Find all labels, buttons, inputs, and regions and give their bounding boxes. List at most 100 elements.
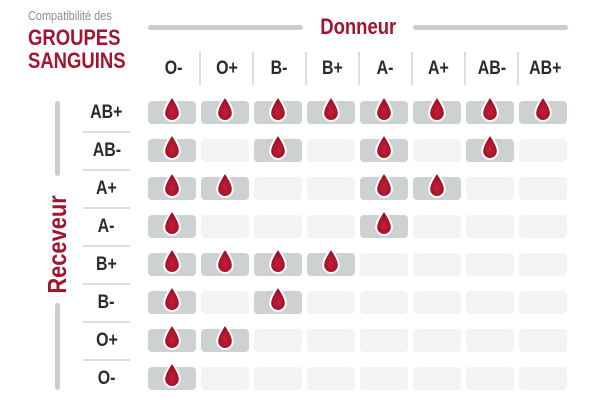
cell-b-pos-from-ab-neg [466, 253, 514, 276]
cell-a-pos-from-b-neg [254, 177, 302, 200]
cell-ab-pos-from-b-pos [307, 95, 355, 124]
blood-drop-icon [216, 171, 234, 198]
receiver-label-text: O- [97, 367, 116, 389]
cell-o-pos-from-b-pos [307, 329, 355, 352]
donor-header-ab-pos: AB+ [519, 52, 572, 85]
cell-b-pos-from-a-neg [360, 253, 408, 276]
title-prefix: Compatibilité des [28, 8, 144, 23]
blood-drop-icon [534, 95, 552, 122]
title-line-2: SANGUINS [28, 49, 144, 72]
cell-o-neg-from-o-neg [148, 361, 196, 390]
receiver-label-b-neg: B- [83, 291, 130, 323]
cell-ab-pos-from-a-neg [360, 95, 408, 124]
cell-o-neg-from-b-neg [254, 367, 302, 390]
receiver-label-text: AB+ [90, 101, 123, 123]
blood-drop-icon [322, 95, 340, 122]
blood-drop-icon [428, 171, 446, 198]
blood-drop-icon [216, 95, 234, 122]
cell-o-pos-from-ab-neg [466, 329, 514, 352]
blood-drop-icon [163, 361, 181, 388]
cell-ab-pos-from-b-neg [254, 95, 302, 124]
receiver-axis-line-bottom [55, 303, 60, 390]
blood-drop-icon [269, 133, 287, 160]
cell-ab-pos-from-a-pos [413, 95, 461, 124]
blood-drop-icon [269, 247, 287, 274]
donor-header-label: A- [377, 57, 394, 79]
cell-b-pos-from-o-pos [201, 247, 249, 276]
donor-header-b-pos: B+ [307, 52, 360, 85]
receiver-axis-line-top [55, 101, 60, 176]
cell-o-pos-from-b-neg [254, 329, 302, 352]
donor-header-label: B- [271, 57, 288, 79]
donor-header-label: AB- [477, 57, 506, 79]
donor-header-row: O- O+ B- B+ A- A+ AB- AB+ [148, 52, 572, 85]
blood-drop-icon [375, 133, 393, 160]
cell-a-neg-from-b-pos [307, 215, 355, 238]
receiver-label-text: A- [98, 215, 115, 237]
cell-a-neg-from-a-neg [360, 209, 408, 238]
donor-header-label: O- [164, 57, 183, 79]
cell-o-pos-from-a-neg [360, 329, 408, 352]
cell-b-pos-from-a-pos [413, 253, 461, 276]
cell-a-neg-from-ab-pos [519, 215, 567, 238]
cell-a-pos-from-o-pos [201, 171, 249, 200]
blood-drop-icon [216, 323, 234, 350]
cell-b-neg-from-b-pos [307, 291, 355, 314]
blood-drop-icon [163, 133, 181, 160]
donor-axis-line-right [413, 25, 568, 30]
donor-header-label: O+ [215, 57, 238, 79]
cell-a-pos-from-b-pos [307, 177, 355, 200]
blood-drop-icon [269, 95, 287, 122]
donor-header-o-neg: O- [148, 52, 201, 85]
cell-a-neg-from-a-pos [413, 215, 461, 238]
receiver-label-text: B- [98, 291, 115, 313]
cell-b-pos-from-o-neg [148, 247, 196, 276]
blood-drop-icon [163, 285, 181, 312]
cell-a-neg-from-ab-neg [466, 215, 514, 238]
title-line-1-text: GROUPES [28, 25, 121, 50]
cell-ab-neg-from-o-neg [148, 133, 196, 162]
donor-axis-title: Donneur [303, 14, 413, 40]
cell-ab-neg-from-a-pos [413, 139, 461, 162]
blood-drop-icon [163, 95, 181, 122]
cell-b-neg-from-ab-pos [519, 291, 567, 314]
cell-ab-pos-from-ab-neg [466, 95, 514, 124]
blood-drop-icon [322, 247, 340, 274]
cell-b-neg-from-o-neg [148, 285, 196, 314]
cell-ab-pos-from-o-pos [201, 95, 249, 124]
receiver-label-ab-neg: AB- [83, 139, 130, 171]
cell-o-pos-from-o-pos [201, 323, 249, 352]
cell-b-neg-from-b-neg [254, 285, 302, 314]
cell-a-neg-from-b-neg [254, 215, 302, 238]
donor-header-label: B+ [322, 57, 343, 79]
donor-header-a-neg: A- [360, 52, 413, 85]
donor-header-o-pos: O+ [201, 52, 254, 85]
cell-a-pos-from-o-neg [148, 171, 196, 200]
cell-o-pos-from-o-neg [148, 323, 196, 352]
cell-ab-neg-from-a-neg [360, 133, 408, 162]
cell-b-neg-from-a-neg [360, 291, 408, 314]
cell-ab-neg-from-ab-neg [466, 133, 514, 162]
blood-drop-icon [375, 171, 393, 198]
blood-drop-icon [481, 133, 499, 160]
cell-o-neg-from-a-neg [360, 367, 408, 390]
cell-ab-neg-from-b-pos [307, 139, 355, 162]
receiver-label-text: AB- [92, 139, 121, 161]
cell-b-pos-from-ab-pos [519, 253, 567, 276]
blood-drop-icon [163, 323, 181, 350]
cell-a-pos-from-a-neg [360, 171, 408, 200]
cell-b-pos-from-b-pos [307, 247, 355, 276]
receiver-label-column: AB+ AB- A+ A- B+ B- O+ O- [83, 101, 130, 390]
blood-drop-icon [163, 209, 181, 236]
cell-b-neg-from-a-pos [413, 291, 461, 314]
cell-o-neg-from-o-pos [201, 367, 249, 390]
blood-drop-icon [216, 247, 234, 274]
blood-drop-icon [375, 95, 393, 122]
donor-header-label: AB+ [529, 57, 562, 79]
cell-b-neg-from-ab-neg [466, 291, 514, 314]
donor-header-b-neg: B- [254, 52, 307, 85]
cell-o-pos-from-a-pos [413, 329, 461, 352]
cell-a-neg-from-o-neg [148, 209, 196, 238]
cell-o-neg-from-a-pos [413, 367, 461, 390]
